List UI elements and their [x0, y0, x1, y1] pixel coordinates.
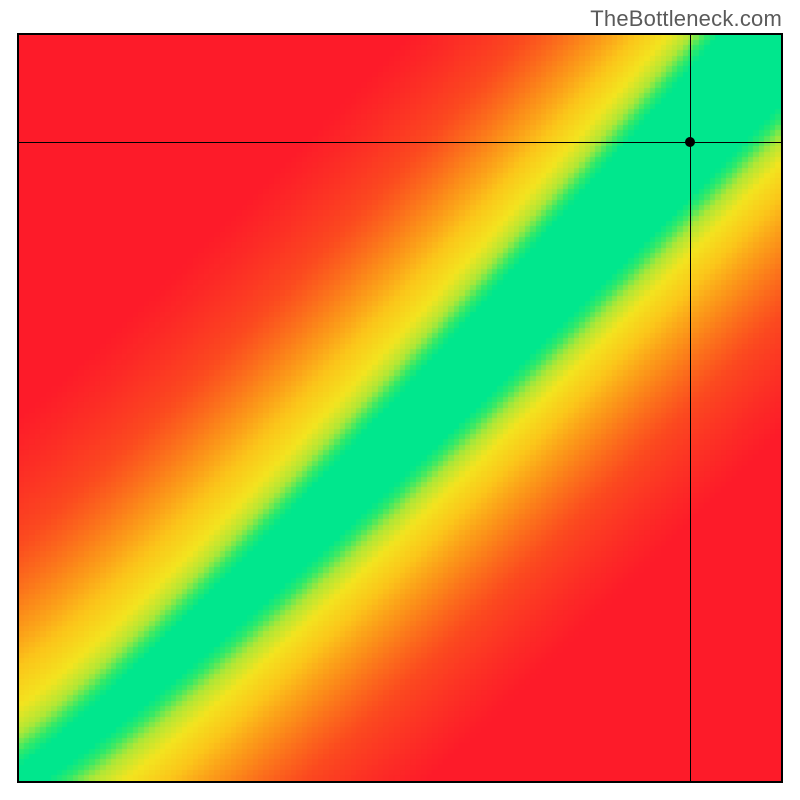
crosshair-horizontal: [19, 142, 781, 143]
bottleneck-heatmap: [17, 33, 783, 783]
selection-marker: [685, 137, 695, 147]
watermark-text: TheBottleneck.com: [590, 6, 782, 32]
heatmap-canvas: [19, 35, 781, 781]
crosshair-vertical: [690, 35, 691, 781]
